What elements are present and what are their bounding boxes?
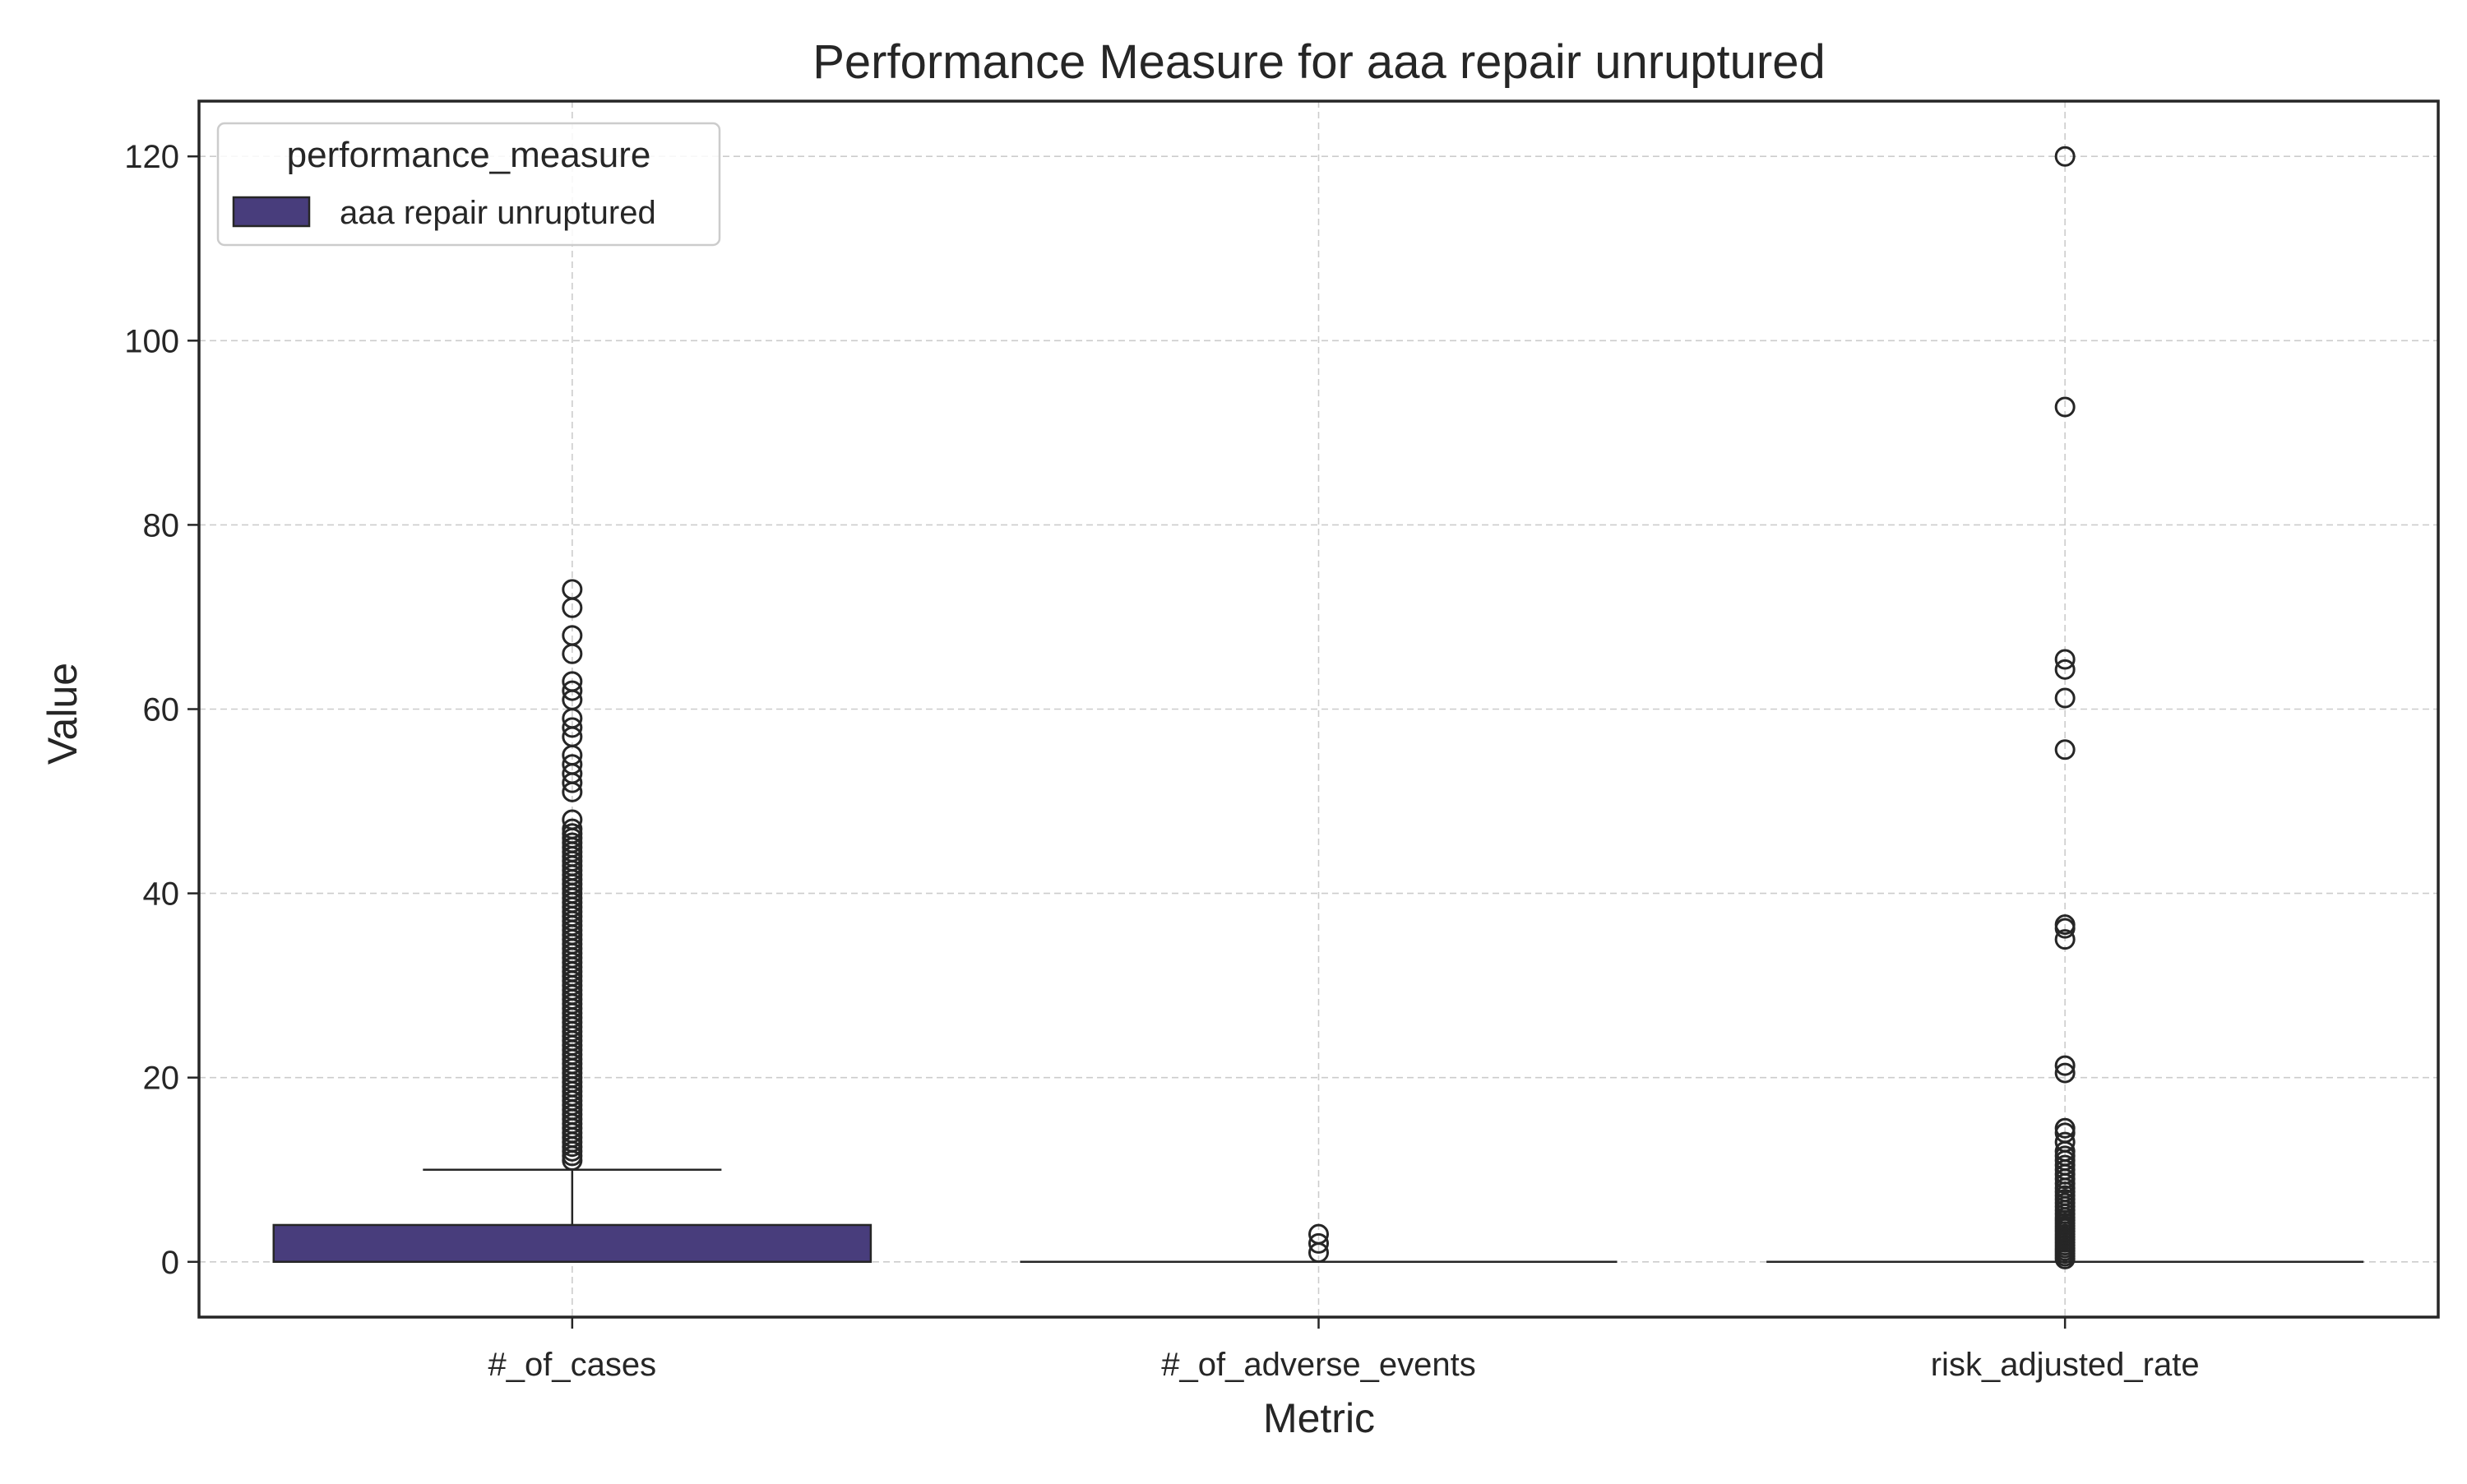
outlier-point — [2054, 1055, 2076, 1076]
box-#_of_cases — [272, 1168, 872, 1264]
y-tick-label: 0 — [161, 1245, 179, 1281]
y-tick-label: 60 — [143, 692, 180, 728]
box-iqr — [272, 1223, 872, 1264]
outlier-point — [2054, 687, 2076, 709]
x-axis-label: Metric — [1263, 1395, 1375, 1441]
outlier-point — [2054, 914, 2076, 936]
outlier-point — [562, 809, 583, 830]
legend-entry-label: aaa repair unruptured — [340, 195, 656, 231]
y-tick-label: 40 — [143, 876, 180, 913]
outlier-point — [562, 754, 583, 775]
outliers — [562, 146, 2076, 1269]
y-tick-label: 100 — [124, 323, 179, 359]
axis-ticks: 0 20 40 60 80 100 120 #_of_cases #_of_adverse_ev… — [124, 139, 2199, 1383]
x-tick-label: #_of_adverse_events — [1161, 1347, 1476, 1383]
legend-swatch — [232, 196, 311, 228]
boxes — [272, 1168, 2364, 1264]
outlier-point — [2054, 396, 2076, 418]
outlier-point — [562, 717, 583, 738]
outlier-point — [2054, 1062, 2076, 1084]
outlier-point — [562, 680, 583, 701]
outlier-point — [1308, 1223, 1329, 1245]
outlier-point — [2054, 1131, 2076, 1153]
y-tick-label: 120 — [124, 139, 179, 175]
outlier-point — [2054, 146, 2076, 167]
x-tick-label: risk_adjusted_rate — [1931, 1347, 2200, 1383]
outlier-point — [562, 579, 583, 600]
outlier-point — [1308, 1232, 1329, 1254]
x-tick-label: #_of_cases — [488, 1347, 657, 1383]
outlier-point — [2054, 659, 2076, 680]
outlier-point — [562, 818, 583, 839]
outlier-point — [2054, 929, 2076, 950]
chart-title: Performance Measure for aaa repair unrup… — [812, 35, 1826, 89]
outlier-point — [2054, 1117, 2076, 1139]
outlier-point — [2054, 739, 2076, 760]
outlier-point — [562, 625, 583, 646]
y-tick-label: 20 — [143, 1061, 180, 1097]
y-tick-label: 80 — [143, 507, 180, 543]
legend: performance_measure aaa repair unrupture… — [216, 122, 721, 247]
legend-title: performance_measure — [287, 135, 651, 175]
legend-frame — [216, 122, 721, 247]
y-axis-label: Value — [39, 663, 86, 765]
outlier-point — [562, 671, 583, 692]
outlier-point — [2054, 649, 2076, 670]
